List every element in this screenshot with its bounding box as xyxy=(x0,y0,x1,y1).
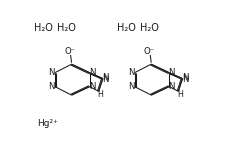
Text: N: N xyxy=(49,68,55,77)
Text: H₂O: H₂O xyxy=(140,23,159,33)
Text: N: N xyxy=(128,68,135,77)
Text: N: N xyxy=(49,82,55,91)
Text: N: N xyxy=(182,73,189,82)
Text: N: N xyxy=(182,75,189,84)
Text: H₂O: H₂O xyxy=(117,23,136,33)
Text: Hg²⁺: Hg²⁺ xyxy=(37,119,58,128)
Text: N: N xyxy=(102,73,109,82)
Text: H: H xyxy=(97,90,103,99)
Text: N: N xyxy=(168,82,175,91)
Text: N: N xyxy=(128,82,135,91)
Text: H₂O: H₂O xyxy=(57,23,76,33)
Text: N: N xyxy=(168,68,175,77)
Text: N: N xyxy=(89,68,95,77)
Text: O⁻: O⁻ xyxy=(64,47,75,56)
Text: N: N xyxy=(102,75,109,84)
Text: H: H xyxy=(177,90,183,99)
Text: H₂O: H₂O xyxy=(34,23,53,33)
Text: O⁻: O⁻ xyxy=(144,47,155,56)
Text: N: N xyxy=(89,82,95,91)
